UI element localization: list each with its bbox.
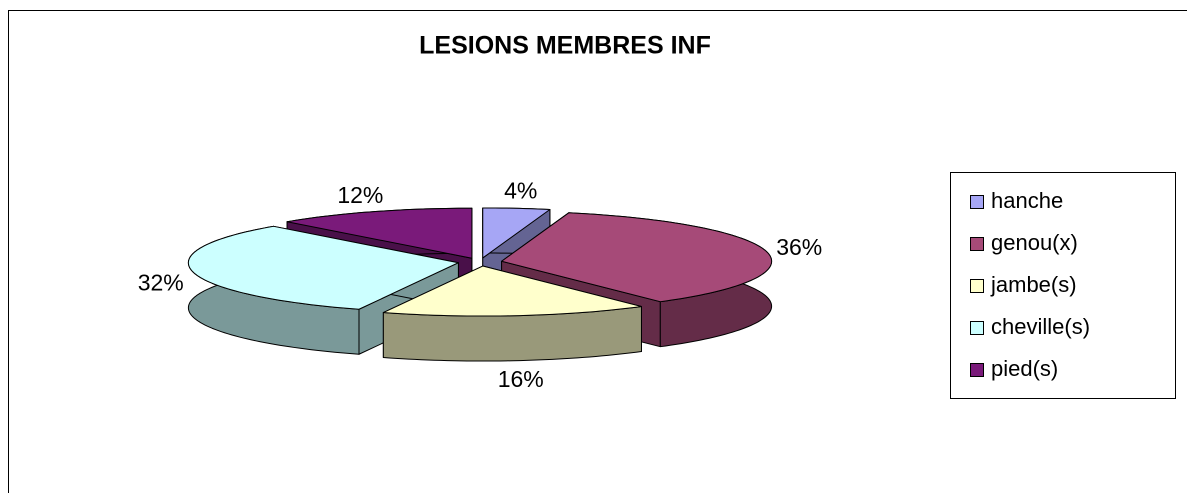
chart-title: LESIONS MEMBRES INF (419, 32, 711, 60)
slice-top (501, 212, 773, 303)
legend-label: cheville(s) (991, 314, 1090, 339)
legend-swatch (970, 237, 984, 251)
legend-swatch (970, 321, 984, 335)
data-label: 36% (776, 234, 822, 260)
slice-top (187, 225, 459, 310)
legend-swatch (970, 195, 984, 209)
legend-label: hanche (991, 188, 1063, 213)
legend-label: jambe(s) (990, 272, 1077, 297)
data-label: 32% (138, 270, 184, 296)
pie-slice (382, 265, 642, 362)
legend-swatch (970, 279, 984, 293)
slice-top (382, 265, 642, 317)
slice-top (286, 207, 473, 259)
legend-label: genou(x) (991, 230, 1078, 255)
data-label: 12% (337, 182, 383, 208)
slice-top (482, 207, 551, 259)
legend (950, 172, 1176, 399)
legend-swatch (970, 363, 984, 377)
legend-label: pied(s) (991, 356, 1058, 381)
data-label: 4% (504, 178, 537, 204)
data-label: 16% (498, 366, 544, 392)
